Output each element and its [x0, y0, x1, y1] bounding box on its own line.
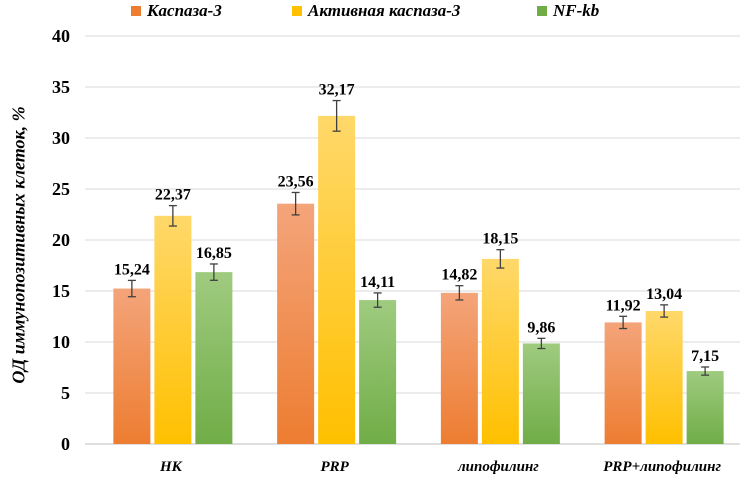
- x-tick-label: PRP: [320, 459, 349, 475]
- data-label: 7,15: [691, 348, 719, 365]
- data-label: 32,17: [319, 82, 355, 99]
- error-bar: [209, 263, 218, 281]
- y-tick-label: 40: [52, 26, 70, 46]
- bar-1-липофилинг: [440, 292, 478, 444]
- bar-3-PRP+липофилинг: [686, 371, 724, 444]
- error-bar: [537, 337, 546, 350]
- error-bar: [701, 366, 710, 376]
- legend-swatch-caspase3: [131, 6, 141, 16]
- error-bar: [332, 99, 341, 132]
- legend-label-caspase3: Каспаза-3: [147, 1, 222, 20]
- x-tick-label: НК: [159, 459, 183, 475]
- bar-2-липофилинг: [481, 258, 519, 444]
- data-label: 23,56: [278, 173, 314, 190]
- bar-1-PRP+липофилинг: [604, 322, 642, 444]
- y-tick-label: 35: [52, 77, 70, 97]
- bar-2-PRP+липофилинг: [645, 310, 683, 444]
- error-bar: [373, 292, 382, 308]
- data-label: 18,15: [482, 231, 518, 248]
- legend-item-active-caspase3: Активная каспаза-3: [292, 1, 460, 21]
- bar-1-PRP: [277, 203, 315, 444]
- data-label: 15,24: [114, 261, 150, 278]
- y-tick-label: 0: [61, 434, 70, 454]
- error-bar: [496, 249, 505, 269]
- error-bar: [127, 279, 136, 298]
- y-tick-label: 5: [61, 383, 70, 403]
- data-label: 9,86: [527, 319, 555, 336]
- data-label: 14,11: [360, 274, 395, 291]
- x-tick-label: PRP+липофилинг: [603, 459, 721, 475]
- error-bar: [168, 204, 177, 227]
- error-bar: [660, 304, 669, 318]
- legend-label-nfkb: NF-kb: [553, 1, 600, 20]
- y-tick-label: 30: [52, 128, 70, 148]
- bar-3-липофилинг: [522, 343, 560, 444]
- data-label: 16,85: [196, 245, 232, 262]
- legend-swatch-active-caspase3: [292, 6, 302, 16]
- legend: Каспаза-3 Активная каспаза-3 NF-kb: [0, 1, 755, 23]
- bar-3-PRP: [359, 300, 397, 444]
- data-label: 14,82: [441, 267, 477, 284]
- error-bar: [455, 285, 464, 301]
- bar-1-НК: [113, 288, 151, 444]
- error-bar: [291, 191, 300, 216]
- legend-swatch-nfkb: [537, 6, 547, 16]
- legend-label-active-caspase3: Активная каспаза-3: [308, 1, 461, 20]
- bar-3-НК: [195, 272, 233, 444]
- error-bar: [619, 315, 628, 330]
- y-tick-label: 10: [52, 332, 70, 352]
- legend-item-caspase3: Каспаза-3: [131, 1, 222, 21]
- y-tick-label: 20: [52, 230, 70, 250]
- bar-2-НК: [154, 215, 192, 444]
- x-tick-label: липофилинг: [457, 459, 539, 475]
- y-tick-label: 15: [52, 281, 70, 301]
- data-label: 11,92: [606, 297, 641, 314]
- data-label: 13,04: [646, 286, 682, 303]
- y-tick-label: 25: [52, 179, 70, 199]
- legend-item-nfkb: NF-kb: [537, 1, 599, 21]
- data-label: 22,37: [155, 187, 191, 204]
- bar-2-PRP: [318, 115, 356, 444]
